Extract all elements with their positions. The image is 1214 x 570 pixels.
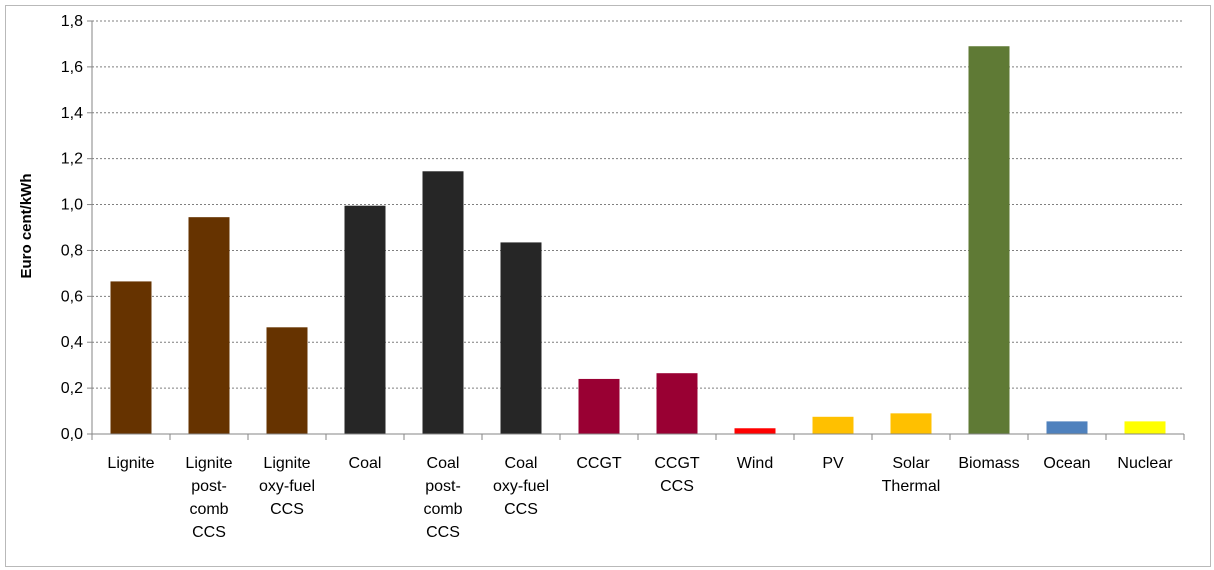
bar-ocean <box>1046 421 1088 434</box>
bar-lignite-post-comb-ccs <box>188 217 230 434</box>
y-tick-label: 0,2 <box>61 380 83 397</box>
y-tick-label: 0,4 <box>61 334 83 351</box>
x-category-label: Coal post-comb CCS <box>423 455 462 541</box>
y-tick-label: 0,6 <box>61 288 83 305</box>
bar-ccgt <box>578 378 620 434</box>
bar-pv <box>812 416 854 434</box>
gridlines <box>92 20 1184 389</box>
bar-lignite <box>110 281 152 434</box>
bar-chart: 0,00,20,40,60,81,01,21,41,61,8 Lignite Li… <box>18 13 1185 541</box>
y-tick-label: 0,0 <box>61 426 83 443</box>
bar-coal-post-comb-ccs <box>422 171 464 434</box>
x-category-label: Biomass <box>958 455 1019 472</box>
y-tick-label: 0,8 <box>61 242 83 259</box>
x-category-label: Nuclear <box>1117 455 1173 472</box>
bar-coal <box>344 205 386 434</box>
chart-frame: 0,0 0,2 0,4 0,6 0,8 1,0 1,2 1,4 1,6 1,8 Lignite Li… <box>5 5 1211 567</box>
x-category-label: Coal <box>349 455 382 472</box>
x-category-label: Lignite oxy-fuel CCS <box>259 455 315 518</box>
x-category-label: Solar Thermal <box>882 455 941 495</box>
y-tick-labels: 0,0 0,2 0,4 0,6 0,8 1,0 1,2 1,4 1,6 1,8 <box>61 13 83 443</box>
y-tick-label: 1,6 <box>61 59 83 76</box>
x-category-label: Coal oxy-fuel CCS <box>493 455 549 518</box>
y-tick-label: 1,4 <box>61 105 83 122</box>
x-category-label: Wind <box>737 455 773 472</box>
x-category-label: CCGT <box>576 455 622 472</box>
bar-wind <box>734 428 776 434</box>
x-category-label: Ocean <box>1043 455 1090 472</box>
bar-biomass <box>968 46 1010 434</box>
y-tick-label: 1,2 <box>61 151 83 168</box>
bars <box>110 46 1166 434</box>
x-category-label: CCGT CCS <box>654 455 700 495</box>
x-category-label: Lignite <box>107 455 154 472</box>
bar-lignite-oxy-fuel-ccs <box>266 327 308 434</box>
bar-ccgt-ccs <box>656 373 698 434</box>
y-tick-label: 1,0 <box>61 197 83 214</box>
x-category-label: Lignite post-comb CCS <box>185 455 232 541</box>
axes <box>87 20 1185 440</box>
x-category-labels: Lignite Lignite post-comb CCS Lignite oxy-fue… <box>107 455 1173 541</box>
x-category-label: PV <box>822 455 844 472</box>
bar-solar-thermal <box>890 413 932 434</box>
y-axis-title: Euro cent/kWh <box>18 173 35 278</box>
bar-coal-oxy-fuel-ccs <box>500 242 542 434</box>
bar-nuclear <box>1124 421 1166 434</box>
y-tick-label: 1,8 <box>61 13 83 30</box>
